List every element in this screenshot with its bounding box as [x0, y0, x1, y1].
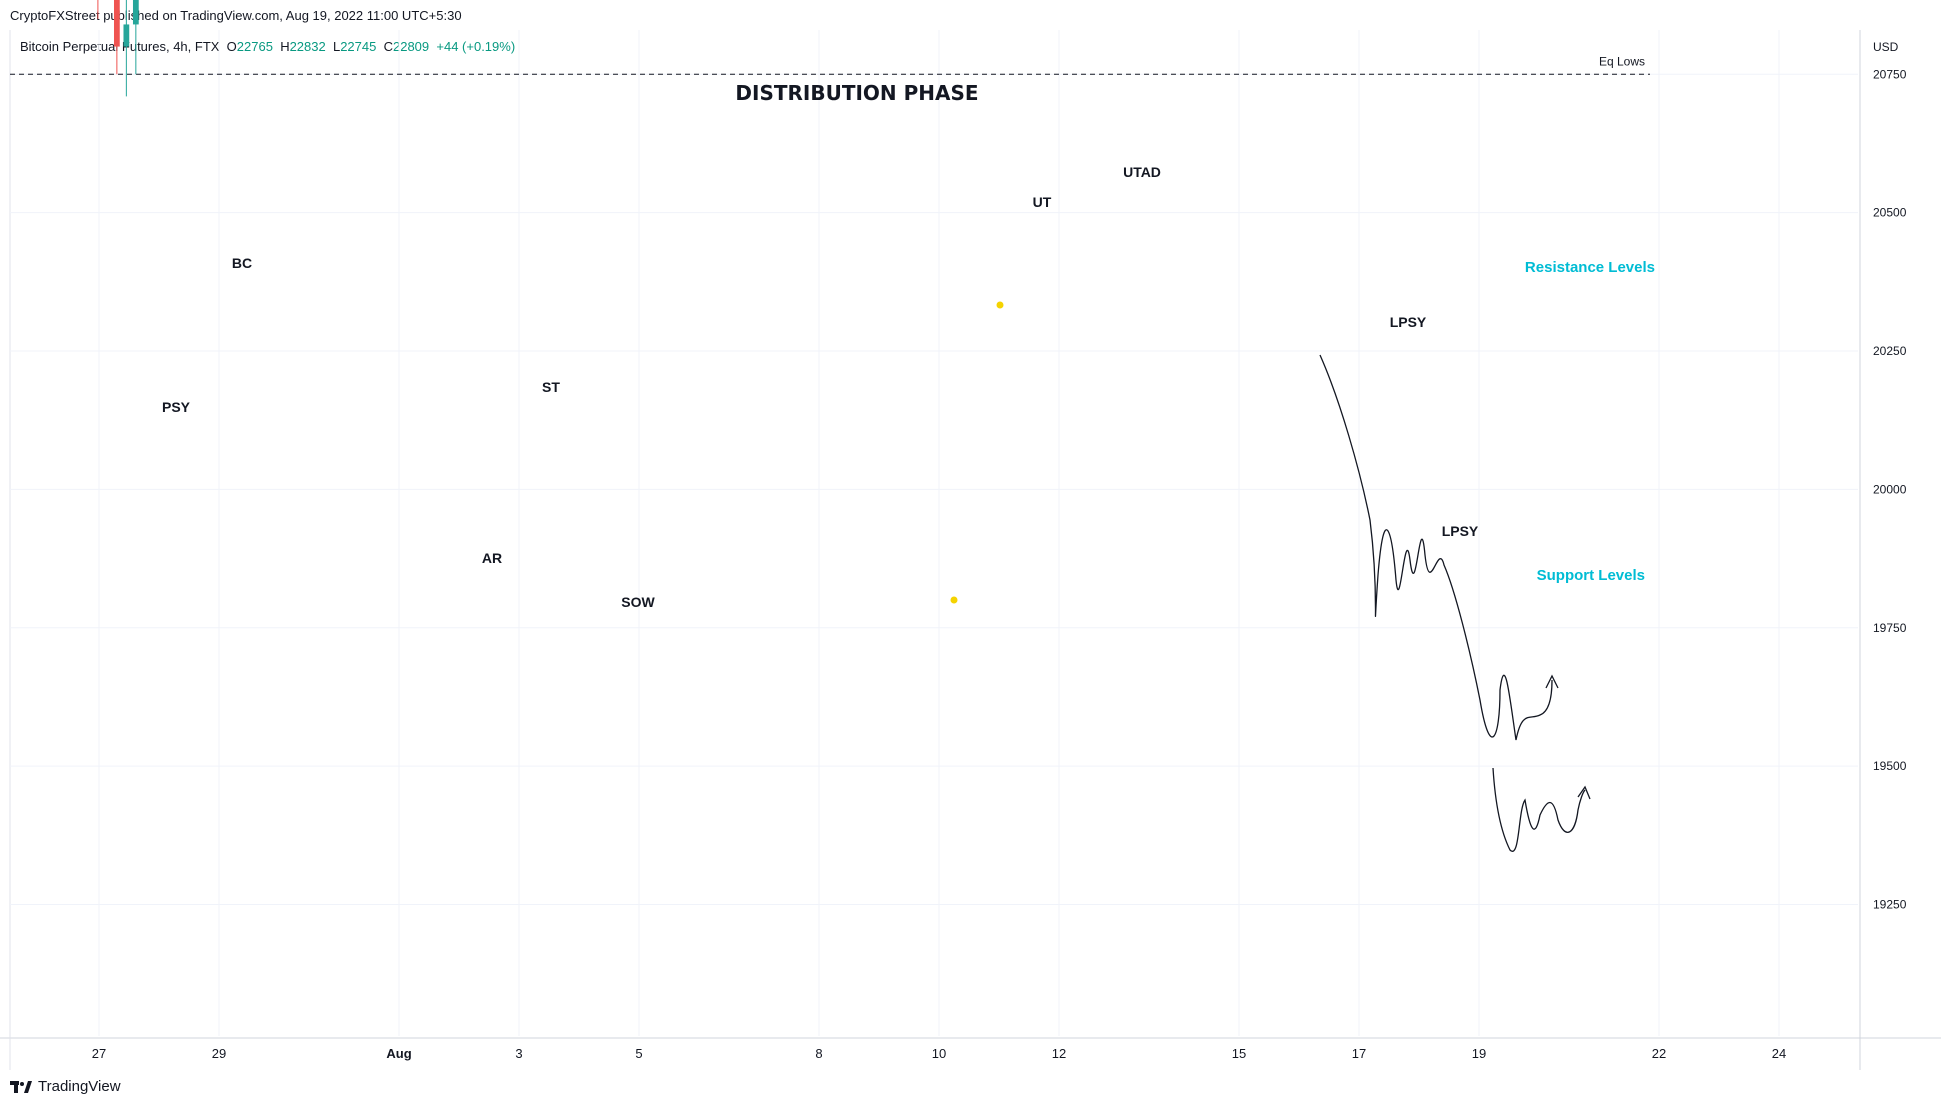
brand-footer[interactable]: TradingView [10, 1078, 121, 1095]
wyckoff-label: UT [1033, 194, 1052, 210]
wyckoff-label: SOW [621, 594, 655, 610]
y-tick-label: 19750 [1873, 621, 1907, 635]
signal-dot [996, 301, 1004, 309]
wyckoff-label: UTAD [1123, 164, 1161, 180]
open-value: 22765 [236, 39, 273, 54]
resistance-levels-label: Resistance Levels [1525, 259, 1655, 276]
tradingview-logo-icon [10, 1080, 32, 1093]
y-tick-label: 20250 [1873, 344, 1907, 358]
brand-name: TradingView [38, 1078, 121, 1095]
x-tick-label: 22 [1652, 1046, 1666, 1061]
wyckoff-label: AR [482, 550, 502, 566]
projection-path-1[interactable] [1319, 354, 1553, 741]
y-tick-label: 20750 [1873, 67, 1907, 81]
candle-body[interactable] [123, 24, 130, 47]
projection-arrow-icon [1545, 674, 1559, 689]
x-tick-label: Aug [386, 1046, 411, 1061]
projection-path-2[interactable] [1492, 767, 1586, 852]
wyckoff-label: ST [542, 379, 560, 395]
x-tick-label: 12 [1052, 1046, 1066, 1061]
x-tick-label: 5 [635, 1046, 642, 1061]
publish-info: CryptoFXStreet published on TradingView.… [10, 8, 462, 23]
zone-title: DISTRIBUTION PHASE [735, 81, 978, 105]
x-tick-label: 29 [212, 1046, 226, 1061]
change-value: +44 (+0.19%) [436, 39, 516, 54]
low-value: 22745 [340, 39, 377, 54]
close-value: 22809 [392, 39, 430, 54]
x-tick-label: 15 [1232, 1046, 1246, 1061]
currency-label: USD [1873, 40, 1899, 54]
wyckoff-label: BC [232, 255, 252, 271]
projection-arrow-icon [1577, 785, 1591, 800]
x-tick-label: 17 [1352, 1046, 1366, 1061]
support-levels-label: Support Levels [1537, 567, 1645, 584]
eq-lows-label: Eq Lows [1599, 54, 1645, 68]
candle-body[interactable] [132, 0, 139, 25]
x-tick-label: 10 [932, 1046, 946, 1061]
y-tick-label: 19500 [1873, 759, 1907, 773]
x-tick-label: 3 [515, 1046, 522, 1061]
wyckoff-label: LPSY [1442, 523, 1479, 539]
wyckoff-label: LPSY [1390, 314, 1427, 330]
x-tick-label: 24 [1772, 1046, 1786, 1061]
y-tick-label: 20500 [1873, 206, 1907, 220]
y-tick-label: 20000 [1873, 482, 1907, 496]
wyckoff-label: PSY [162, 399, 191, 415]
candle-body[interactable] [113, 0, 120, 47]
signal-dot [950, 596, 958, 604]
x-tick-label: 8 [815, 1046, 822, 1061]
symbol-legend: Bitcoin Perpetual Futures, 4h, FTX O2276… [20, 39, 516, 54]
x-tick-label: 19 [1472, 1046, 1486, 1061]
y-tick-label: 19250 [1873, 898, 1907, 912]
x-tick-label: 27 [92, 1046, 106, 1061]
high-value: 22832 [289, 39, 326, 54]
